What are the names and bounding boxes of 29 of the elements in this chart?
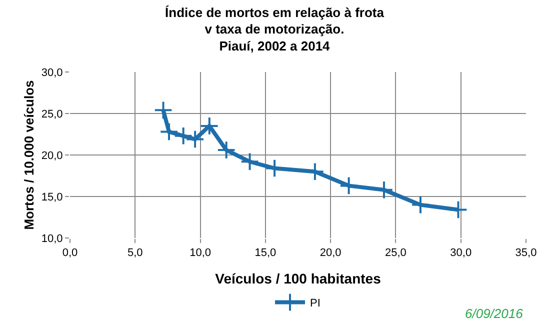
point: [411, 195, 430, 214]
point: [154, 100, 173, 120]
x-tick-label: 15,0: [254, 247, 276, 260]
text: 6/09/2016: [465, 306, 524, 321]
x-tick-label: 25,0: [385, 247, 406, 260]
x-tick-label: 35,0: [515, 247, 537, 260]
y-tick-label: 15,0: [41, 191, 63, 204]
legend-label: PI: [310, 298, 320, 310]
x-tick-label: 10,0: [190, 247, 211, 260]
x-tick-label: 20,0: [320, 247, 342, 260]
x-axis-title: Veículos / 100 habitantes: [215, 270, 382, 286]
x-tick-label: 30,0: [450, 247, 472, 260]
y-axis-title: Mortos / 10.000 veículos: [21, 80, 36, 230]
point: [160, 122, 178, 142]
chart-title: Índice de mortos em relação à frota v taxa de motorização. Piauí, 2002 a 2014: [165, 4, 385, 54]
point: [174, 126, 193, 146]
point: [186, 130, 204, 149]
point: [240, 152, 260, 172]
y-tick-label: 10,0: [41, 232, 63, 245]
y-tick-label: 25,0: [41, 108, 63, 120]
x-tick-label: 0,0: [62, 247, 78, 260]
point: [200, 116, 219, 136]
point: [216, 140, 236, 160]
y-tick-label: 20,0: [41, 150, 63, 162]
point: [339, 176, 358, 196]
point: [374, 180, 394, 200]
point: [448, 200, 468, 220]
x-tick-label: 5,0: [127, 247, 143, 260]
y-tick-label: 30,0: [41, 66, 63, 79]
